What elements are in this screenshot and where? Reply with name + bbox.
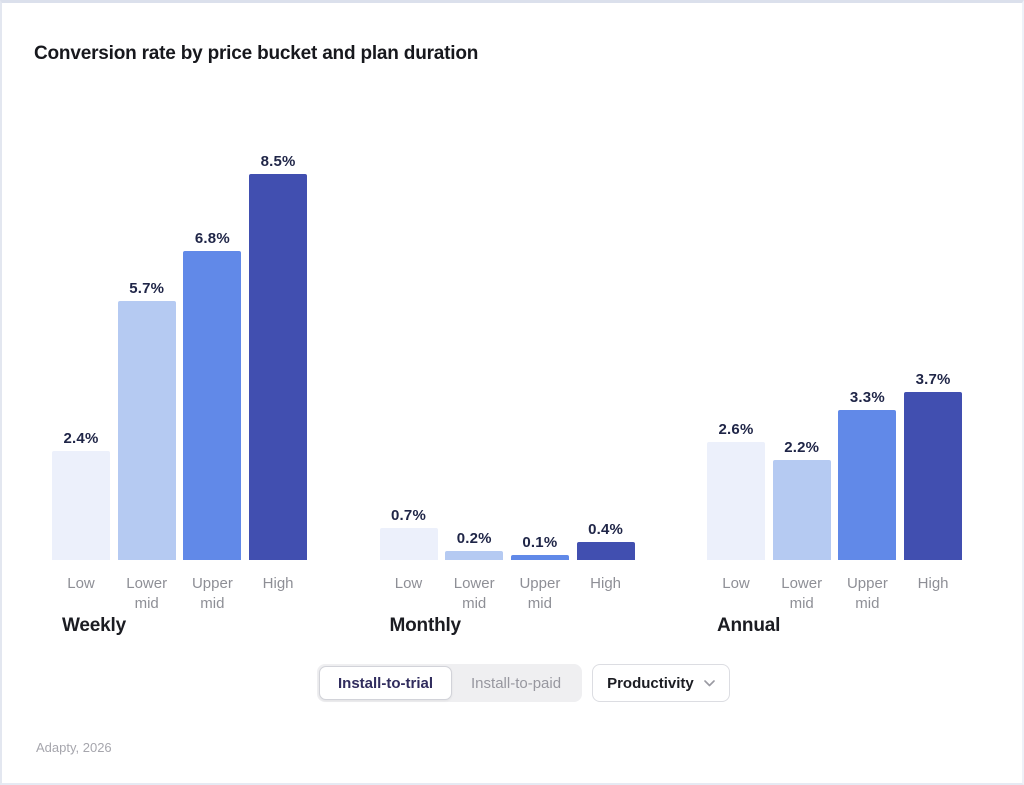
source-note: Adapty, 2026 — [36, 740, 112, 755]
bar-annual-high[interactable] — [904, 391, 963, 560]
bar-weekly-lower-mid[interactable] — [117, 301, 176, 560]
category-dropdown-label: Productivity — [607, 674, 694, 692]
bar-value-label: 5.7% — [129, 280, 165, 298]
bar-monthly-high[interactable] — [576, 541, 635, 560]
bar-value-label: 2.6% — [718, 420, 754, 438]
category-label: High — [917, 575, 949, 592]
bar-value-label: 8.5% — [260, 152, 296, 170]
category-label: Low — [394, 575, 423, 592]
bar-weekly-upper-mid[interactable] — [183, 251, 242, 560]
bar-monthly-upper-mid[interactable] — [510, 555, 569, 560]
chart-controls: Install-to-trial Install-to-paid Product… — [317, 664, 730, 702]
category-dropdown[interactable]: Productivity — [592, 664, 730, 702]
category-label: High — [262, 575, 294, 592]
group-caption-weekly: Weekly — [62, 615, 126, 636]
category-label: Low — [67, 575, 95, 592]
category-label: Upper mid — [846, 575, 888, 612]
bar-group-monthly: 0.7% Low 0.2% Lower mid 0.1% Upper mid 0.4% Hig… — [379, 133, 640, 636]
bar-annual-lower-mid[interactable] — [772, 460, 831, 560]
metric-segmented-control: Install-to-trial Install-to-paid — [317, 664, 583, 702]
category-label: Lower mid — [781, 575, 823, 612]
group-caption-monthly: Monthly — [389, 615, 462, 636]
bar-annual-upper-mid[interactable] — [838, 410, 897, 560]
bar-value-label: 0.2% — [456, 529, 492, 547]
bar-value-label: 0.4% — [588, 520, 624, 538]
category-label: Upper mid — [191, 575, 233, 612]
group-caption-annual: Annual — [717, 615, 781, 636]
tab-install-to-paid[interactable]: Install-to-paid — [452, 666, 580, 700]
bar-group-weekly: 2.4% Low 5.7% Lower mid 6.8% Upper mid 8.5% Hig… — [52, 133, 312, 636]
category-label: Upper mid — [519, 575, 561, 612]
category-label: Lower mid — [126, 575, 168, 612]
bar-monthly-lower-mid[interactable] — [445, 550, 504, 560]
bar-value-label: 0.1% — [522, 534, 558, 552]
chevron-down-icon — [703, 679, 715, 687]
bar-value-label: 3.7% — [915, 370, 951, 388]
bar-weekly-low[interactable] — [52, 450, 110, 560]
bar-value-label: 6.8% — [194, 230, 230, 248]
page-title: Conversion rate by price bucket and plan… — [34, 43, 479, 64]
category-label: High — [590, 575, 622, 592]
tab-install-to-trial[interactable]: Install-to-trial — [319, 666, 453, 700]
category-label: Lower mid — [453, 575, 495, 612]
bar-value-label: 2.4% — [63, 429, 99, 447]
bar-value-label: 2.2% — [784, 439, 820, 457]
bar-group-annual: 2.6% Low 2.2% Lower mid 3.3% Upper mid 3.7% Hig… — [707, 133, 967, 636]
bar-annual-low[interactable] — [707, 441, 765, 560]
bar-weekly-high[interactable] — [249, 173, 308, 560]
bar-value-label: 3.3% — [849, 389, 885, 407]
category-label: Low — [722, 575, 750, 592]
bar-monthly-low[interactable] — [379, 528, 438, 560]
bar-chart: 2.4% Low 5.7% Lower mid 6.8% Upper mid 8.5% Hig… — [52, 133, 967, 636]
bar-value-label: 0.7% — [391, 507, 426, 525]
